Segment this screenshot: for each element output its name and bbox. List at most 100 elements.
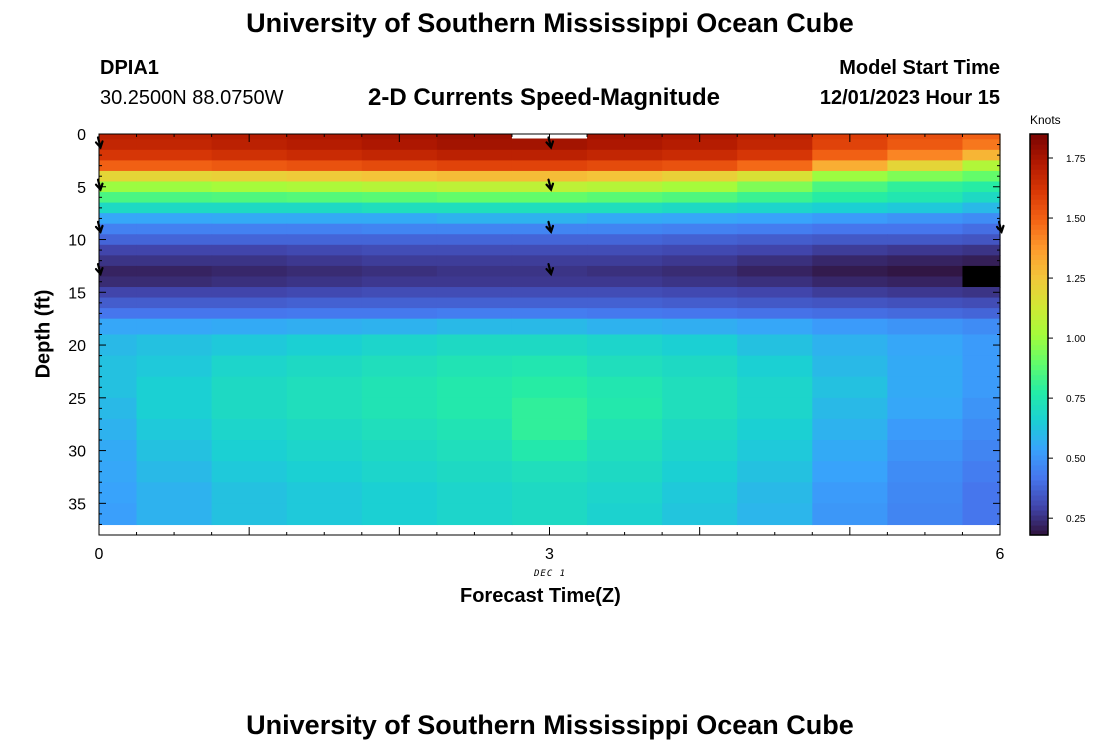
y-tick-label: 5 bbox=[77, 180, 86, 197]
heatmap-cell bbox=[962, 255, 1001, 267]
heatmap-cell bbox=[511, 440, 588, 462]
heatmap-cell bbox=[662, 482, 738, 504]
colorbar-segment bbox=[1030, 259, 1048, 265]
heatmap-cell bbox=[211, 287, 288, 299]
heatmap-cell bbox=[737, 397, 813, 420]
heatmap-cell bbox=[211, 334, 288, 357]
heatmap-cell bbox=[887, 503, 964, 526]
heatmap-cell bbox=[812, 170, 888, 183]
y-tick-label: 25 bbox=[68, 391, 86, 408]
heatmap-cell bbox=[962, 139, 1001, 151]
heatmap-cell bbox=[812, 297, 888, 309]
colorbar-segment bbox=[1030, 184, 1048, 190]
heatmap-cell bbox=[211, 265, 288, 278]
heatmap-cell bbox=[812, 355, 888, 378]
heatmap-cell bbox=[99, 334, 138, 357]
y-tick-label: 30 bbox=[68, 444, 86, 461]
heatmap-cell bbox=[962, 223, 1001, 235]
heatmap-cell bbox=[737, 482, 813, 504]
heatmap-cell bbox=[887, 308, 964, 320]
heatmap-cell bbox=[136, 265, 213, 278]
heatmap-cell bbox=[99, 213, 138, 225]
heatmap-cell bbox=[737, 170, 813, 183]
heatmap-cell bbox=[662, 255, 738, 267]
colorbar-segment bbox=[1030, 199, 1048, 205]
heatmap-cell bbox=[587, 397, 663, 420]
heatmap-cell bbox=[136, 139, 213, 151]
heatmap-cell bbox=[211, 192, 288, 204]
x-date-label: DEC 1 bbox=[534, 569, 567, 579]
heatmap-cell bbox=[361, 440, 438, 462]
chart-subtitle: 2-D Currents Speed-Magnitude bbox=[368, 84, 721, 111]
heatmap-cell bbox=[211, 503, 288, 526]
heatmap-cell bbox=[812, 149, 888, 161]
heatmap-cell bbox=[286, 170, 363, 183]
heatmap-cell bbox=[737, 440, 813, 462]
heatmap-cell bbox=[511, 287, 588, 299]
heatmap-cell bbox=[962, 318, 1001, 336]
colorbar-segment bbox=[1030, 219, 1048, 225]
colorbar-segment bbox=[1030, 389, 1048, 396]
heatmap-cell bbox=[136, 181, 213, 193]
heatmap-cell bbox=[136, 461, 213, 483]
heatmap-cell bbox=[587, 276, 663, 288]
heatmap-cell bbox=[887, 376, 964, 399]
heatmap-cell bbox=[587, 139, 663, 151]
heatmap-cell bbox=[887, 287, 964, 299]
heatmap-cell bbox=[286, 255, 363, 267]
colorbar-segment bbox=[1030, 474, 1048, 481]
heatmap-cell bbox=[286, 297, 363, 309]
heatmap-cell bbox=[99, 376, 138, 399]
heatmap-cell bbox=[962, 334, 1001, 357]
colorbar-tick-label: 0.50 bbox=[1066, 454, 1086, 465]
heatmap-cell bbox=[887, 355, 964, 378]
heatmap-cell bbox=[737, 255, 813, 267]
heatmap-cell bbox=[361, 308, 438, 320]
heatmap-cell bbox=[962, 234, 1001, 246]
heatmap-cell bbox=[887, 276, 964, 288]
heatmap-cell bbox=[511, 418, 588, 441]
heatmap-cell bbox=[587, 461, 663, 483]
heatmap-cell bbox=[887, 160, 964, 172]
heatmap-cell bbox=[662, 503, 738, 526]
colorbar-segment bbox=[1030, 499, 1048, 506]
colorbar-tick-label: 0.75 bbox=[1066, 394, 1086, 405]
colorbar-segment bbox=[1030, 479, 1048, 486]
heatmap-cell bbox=[436, 418, 513, 441]
plot-axes: 0 5 10 15 20 25 30 35 0 3 6 bbox=[68, 127, 1004, 563]
heatmap-cell bbox=[737, 149, 813, 161]
heatmap-cell bbox=[737, 223, 813, 235]
heatmap-cell bbox=[436, 287, 513, 299]
heatmap-cell bbox=[211, 418, 288, 441]
heatmap-cell bbox=[962, 265, 1001, 278]
heatmap-cell bbox=[286, 334, 363, 357]
heatmap-cell bbox=[587, 255, 663, 267]
heatmap-cell bbox=[99, 276, 138, 288]
heatmap-cell bbox=[962, 192, 1001, 204]
colorbar-segment bbox=[1030, 304, 1048, 311]
colorbar-segment bbox=[1030, 194, 1048, 200]
heatmap-cell bbox=[812, 482, 888, 504]
heatmap-cell bbox=[211, 397, 288, 420]
heatmap-cell bbox=[211, 181, 288, 193]
colorbar-segment bbox=[1030, 454, 1048, 461]
colorbar-segment bbox=[1030, 489, 1048, 496]
colorbar-segment bbox=[1030, 164, 1048, 170]
heatmap-cell bbox=[812, 440, 888, 462]
heatmap-cell bbox=[962, 287, 1001, 299]
colorbar-segment bbox=[1030, 214, 1048, 220]
heatmap-cell bbox=[812, 287, 888, 299]
heatmap-cell bbox=[511, 244, 588, 256]
heatmap-cell bbox=[511, 192, 588, 204]
heatmap-cell bbox=[286, 287, 363, 299]
colorbar-segment bbox=[1030, 314, 1048, 321]
heatmap-cell bbox=[286, 181, 363, 193]
y-tick-label: 35 bbox=[68, 496, 86, 513]
heatmap-cell bbox=[436, 255, 513, 267]
heatmap-cell bbox=[99, 223, 138, 235]
heatmap-cell bbox=[812, 181, 888, 193]
heatmap-cell bbox=[511, 149, 588, 161]
heatmap-cell bbox=[962, 134, 1001, 140]
colorbar-tick-label: 1.75 bbox=[1066, 154, 1086, 165]
